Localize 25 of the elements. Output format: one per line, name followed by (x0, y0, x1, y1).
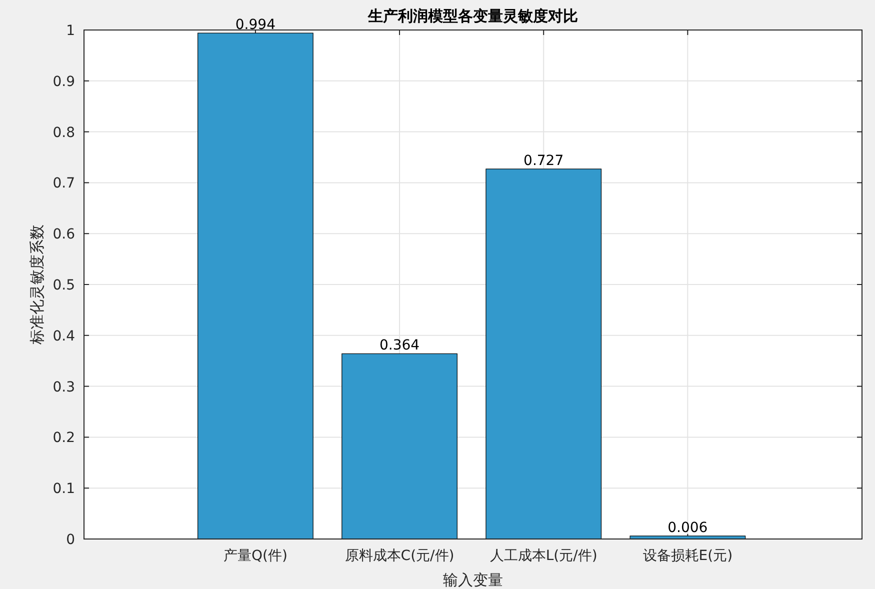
data-label: 0.994 (235, 17, 276, 34)
y-tick-label: 0.8 (52, 124, 75, 141)
bar (198, 32, 314, 540)
bar (342, 353, 458, 540)
y-axis-title: 标准化灵敏度系数 (28, 224, 46, 346)
data-label: 0.727 (524, 152, 564, 169)
y-tick-label: 0.7 (52, 176, 75, 192)
y-tick-label: 0.6 (52, 226, 76, 243)
y-tick-label: 0.4 (52, 328, 76, 344)
y-tick-label: 0 (66, 532, 75, 548)
x-tick-label: 设备损耗E(元) (642, 548, 733, 564)
y-tick-label: 0.5 (52, 278, 75, 294)
chart-title: 生产利润模型各变量灵敏度对比 (367, 7, 578, 25)
data-label: 0.364 (379, 338, 420, 354)
y-tick-label: 0.3 (52, 379, 75, 396)
y-tick-label: 1 (66, 23, 75, 39)
y-tick-label: 0.2 (52, 430, 75, 446)
data-label: 0.006 (668, 520, 708, 536)
y-tick-label: 0.9 (52, 74, 75, 90)
x-tick-label: 人工成本L(元/件) (490, 548, 598, 564)
x-tick-label: 原料成本C(元/件) (344, 548, 454, 564)
bar (486, 168, 602, 540)
y-tick-label: 0.1 (52, 481, 75, 498)
x-tick-label: 产量Q(件) (223, 548, 288, 564)
x-axis-title: 输入变量 (443, 571, 503, 589)
